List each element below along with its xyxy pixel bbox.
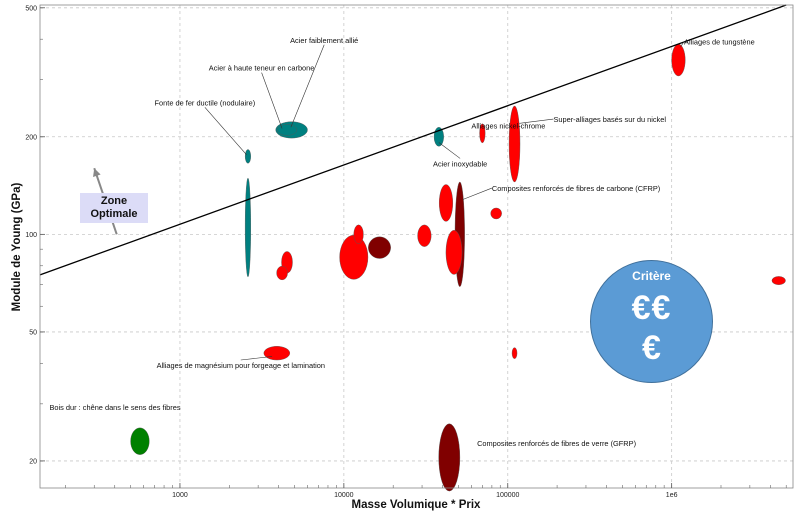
- x-tick-label: 1e6: [666, 492, 678, 499]
- material-label: Fonte de fer ductile (nodulaire): [155, 98, 256, 107]
- optimal-zone-line1: Zone: [100, 195, 128, 207]
- material-bubble: [671, 43, 686, 77]
- material-bubble: [445, 230, 463, 275]
- material-bubble: [417, 224, 432, 247]
- leader-line: [438, 142, 461, 159]
- material-label: Composites renforcés de fibres de verre …: [477, 439, 636, 448]
- material-bubble: [353, 224, 364, 245]
- optimal-zone-arrowhead: [93, 168, 101, 178]
- leader-line: [680, 41, 685, 48]
- material-label: Alliages nickel-chrome: [471, 122, 545, 131]
- annotations: Acier faiblement allié Acier à haute tene…: [50, 36, 755, 448]
- material-bubbles: [130, 43, 786, 492]
- optimal-zone-line2: Optimale: [90, 208, 138, 220]
- criterion-title: Critère: [632, 269, 671, 283]
- leader-line: [204, 107, 247, 155]
- material-bubble: [276, 124, 298, 136]
- axis-ticks: 1000 10000 100000 1e6 20 50 100 200 500: [25, 5, 787, 499]
- y-axis-title: Module de Young (GPa): [11, 183, 23, 312]
- material-bubble: [368, 236, 391, 259]
- plot-background: [40, 5, 793, 488]
- material-bubble: [438, 423, 461, 492]
- material-label: Composites renforcés de fibres de carbon…: [492, 184, 660, 193]
- x-axis-title: Masse Volumique * Prix: [352, 499, 481, 511]
- leader-line: [462, 187, 492, 200]
- material-label: Alliages de tungstène: [684, 38, 755, 47]
- material-bubble: [479, 123, 486, 144]
- criterion-badge: Critère €€ €: [590, 260, 713, 383]
- leader-line: [290, 44, 325, 128]
- material-bubble: [276, 265, 288, 281]
- criterion-euro-line1: €€: [631, 289, 672, 327]
- x-tick-label: 10000: [334, 492, 354, 499]
- grid: [40, 5, 793, 488]
- material-label: Alliages de magnésium pour forgeage et l…: [157, 361, 325, 370]
- leader-line: [519, 118, 554, 124]
- material-label: Super-alliages basés sur du nickel: [553, 115, 666, 124]
- plot-frame: [39, 4, 794, 489]
- material-bubble: [511, 347, 518, 359]
- material-label: Acier faiblement allié: [290, 36, 358, 45]
- material-bubble: [339, 234, 369, 280]
- y-tick-label: 20: [29, 458, 37, 465]
- material-bubble: [244, 149, 251, 164]
- material-bubble: [771, 276, 786, 285]
- optimal-zone-label: Zone Optimale: [80, 193, 148, 223]
- x-tick-label: 1000: [172, 492, 188, 499]
- y-tick-label: 100: [25, 232, 37, 239]
- material-label: Acier inoxydable: [433, 159, 487, 168]
- material-bubble: [490, 207, 502, 220]
- y-tick-label: 500: [25, 5, 37, 12]
- criterion-euro-line2: €: [642, 329, 661, 367]
- material-bubble: [508, 105, 521, 183]
- material-bubble: [439, 184, 453, 222]
- material-bubble: [263, 346, 291, 361]
- material-label: Bois dur : chêne dans le sens des fibres: [50, 403, 181, 412]
- y-tick-label: 50: [29, 329, 37, 336]
- material-label: Acier à haute teneur en carbone: [209, 64, 315, 73]
- material-bubble: [244, 177, 251, 278]
- x-tick-label: 100000: [496, 492, 519, 499]
- y-tick-label: 200: [25, 134, 37, 141]
- annotation-leaders: [204, 41, 685, 361]
- selection-guideline: [39, 4, 787, 276]
- material-bubble: [130, 427, 150, 455]
- leader-line: [261, 72, 283, 129]
- leader-line: [240, 356, 273, 361]
